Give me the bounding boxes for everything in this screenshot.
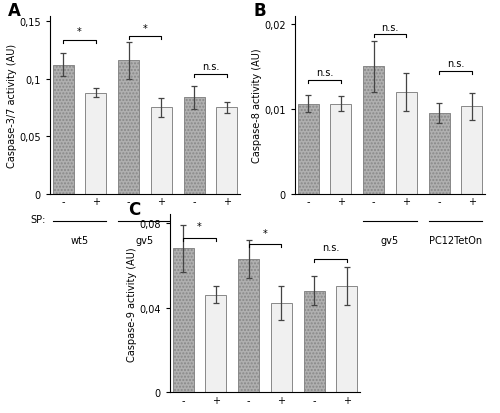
Bar — [238, 259, 259, 392]
Text: wt5: wt5 — [316, 235, 334, 245]
Bar — [298, 104, 318, 194]
Text: gv5: gv5 — [381, 235, 399, 245]
Bar — [86, 93, 106, 194]
Bar — [184, 98, 204, 194]
Text: n.s.: n.s. — [316, 68, 333, 78]
Bar — [172, 249, 194, 392]
Y-axis label: Caspase-8 activity (AU): Caspase-8 activity (AU) — [252, 48, 262, 162]
Bar — [271, 304, 292, 392]
Bar — [304, 291, 324, 392]
Text: PC12TetOn: PC12TetOn — [184, 235, 237, 245]
Text: *: * — [197, 222, 202, 232]
Bar — [216, 108, 238, 194]
Text: *: * — [77, 27, 82, 37]
Bar — [428, 114, 450, 194]
Text: SP:: SP: — [276, 214, 291, 225]
Bar — [206, 295, 227, 392]
Bar — [151, 108, 172, 194]
Text: *: * — [262, 228, 268, 238]
Bar — [52, 66, 74, 194]
Text: PC12TetOn: PC12TetOn — [429, 235, 482, 245]
Text: n.s.: n.s. — [447, 59, 464, 69]
Text: C: C — [128, 201, 140, 218]
Bar — [330, 104, 351, 194]
Bar — [363, 67, 384, 194]
Text: n.s.: n.s. — [202, 62, 219, 71]
Text: B: B — [253, 2, 266, 20]
Bar — [118, 61, 139, 194]
Y-axis label: Caspase-9 activity (AU): Caspase-9 activity (AU) — [126, 247, 136, 361]
Text: SP:: SP: — [31, 214, 46, 225]
Text: gv5: gv5 — [136, 235, 154, 245]
Text: n.s.: n.s. — [322, 243, 339, 253]
Text: *: * — [142, 24, 148, 34]
Text: wt5: wt5 — [70, 235, 88, 245]
Y-axis label: Caspase-3/7 activity (AU): Caspase-3/7 activity (AU) — [6, 43, 16, 167]
Text: n.s.: n.s. — [382, 23, 398, 33]
Bar — [336, 287, 357, 392]
Text: A: A — [8, 2, 21, 20]
Bar — [462, 107, 482, 194]
Bar — [396, 93, 417, 194]
